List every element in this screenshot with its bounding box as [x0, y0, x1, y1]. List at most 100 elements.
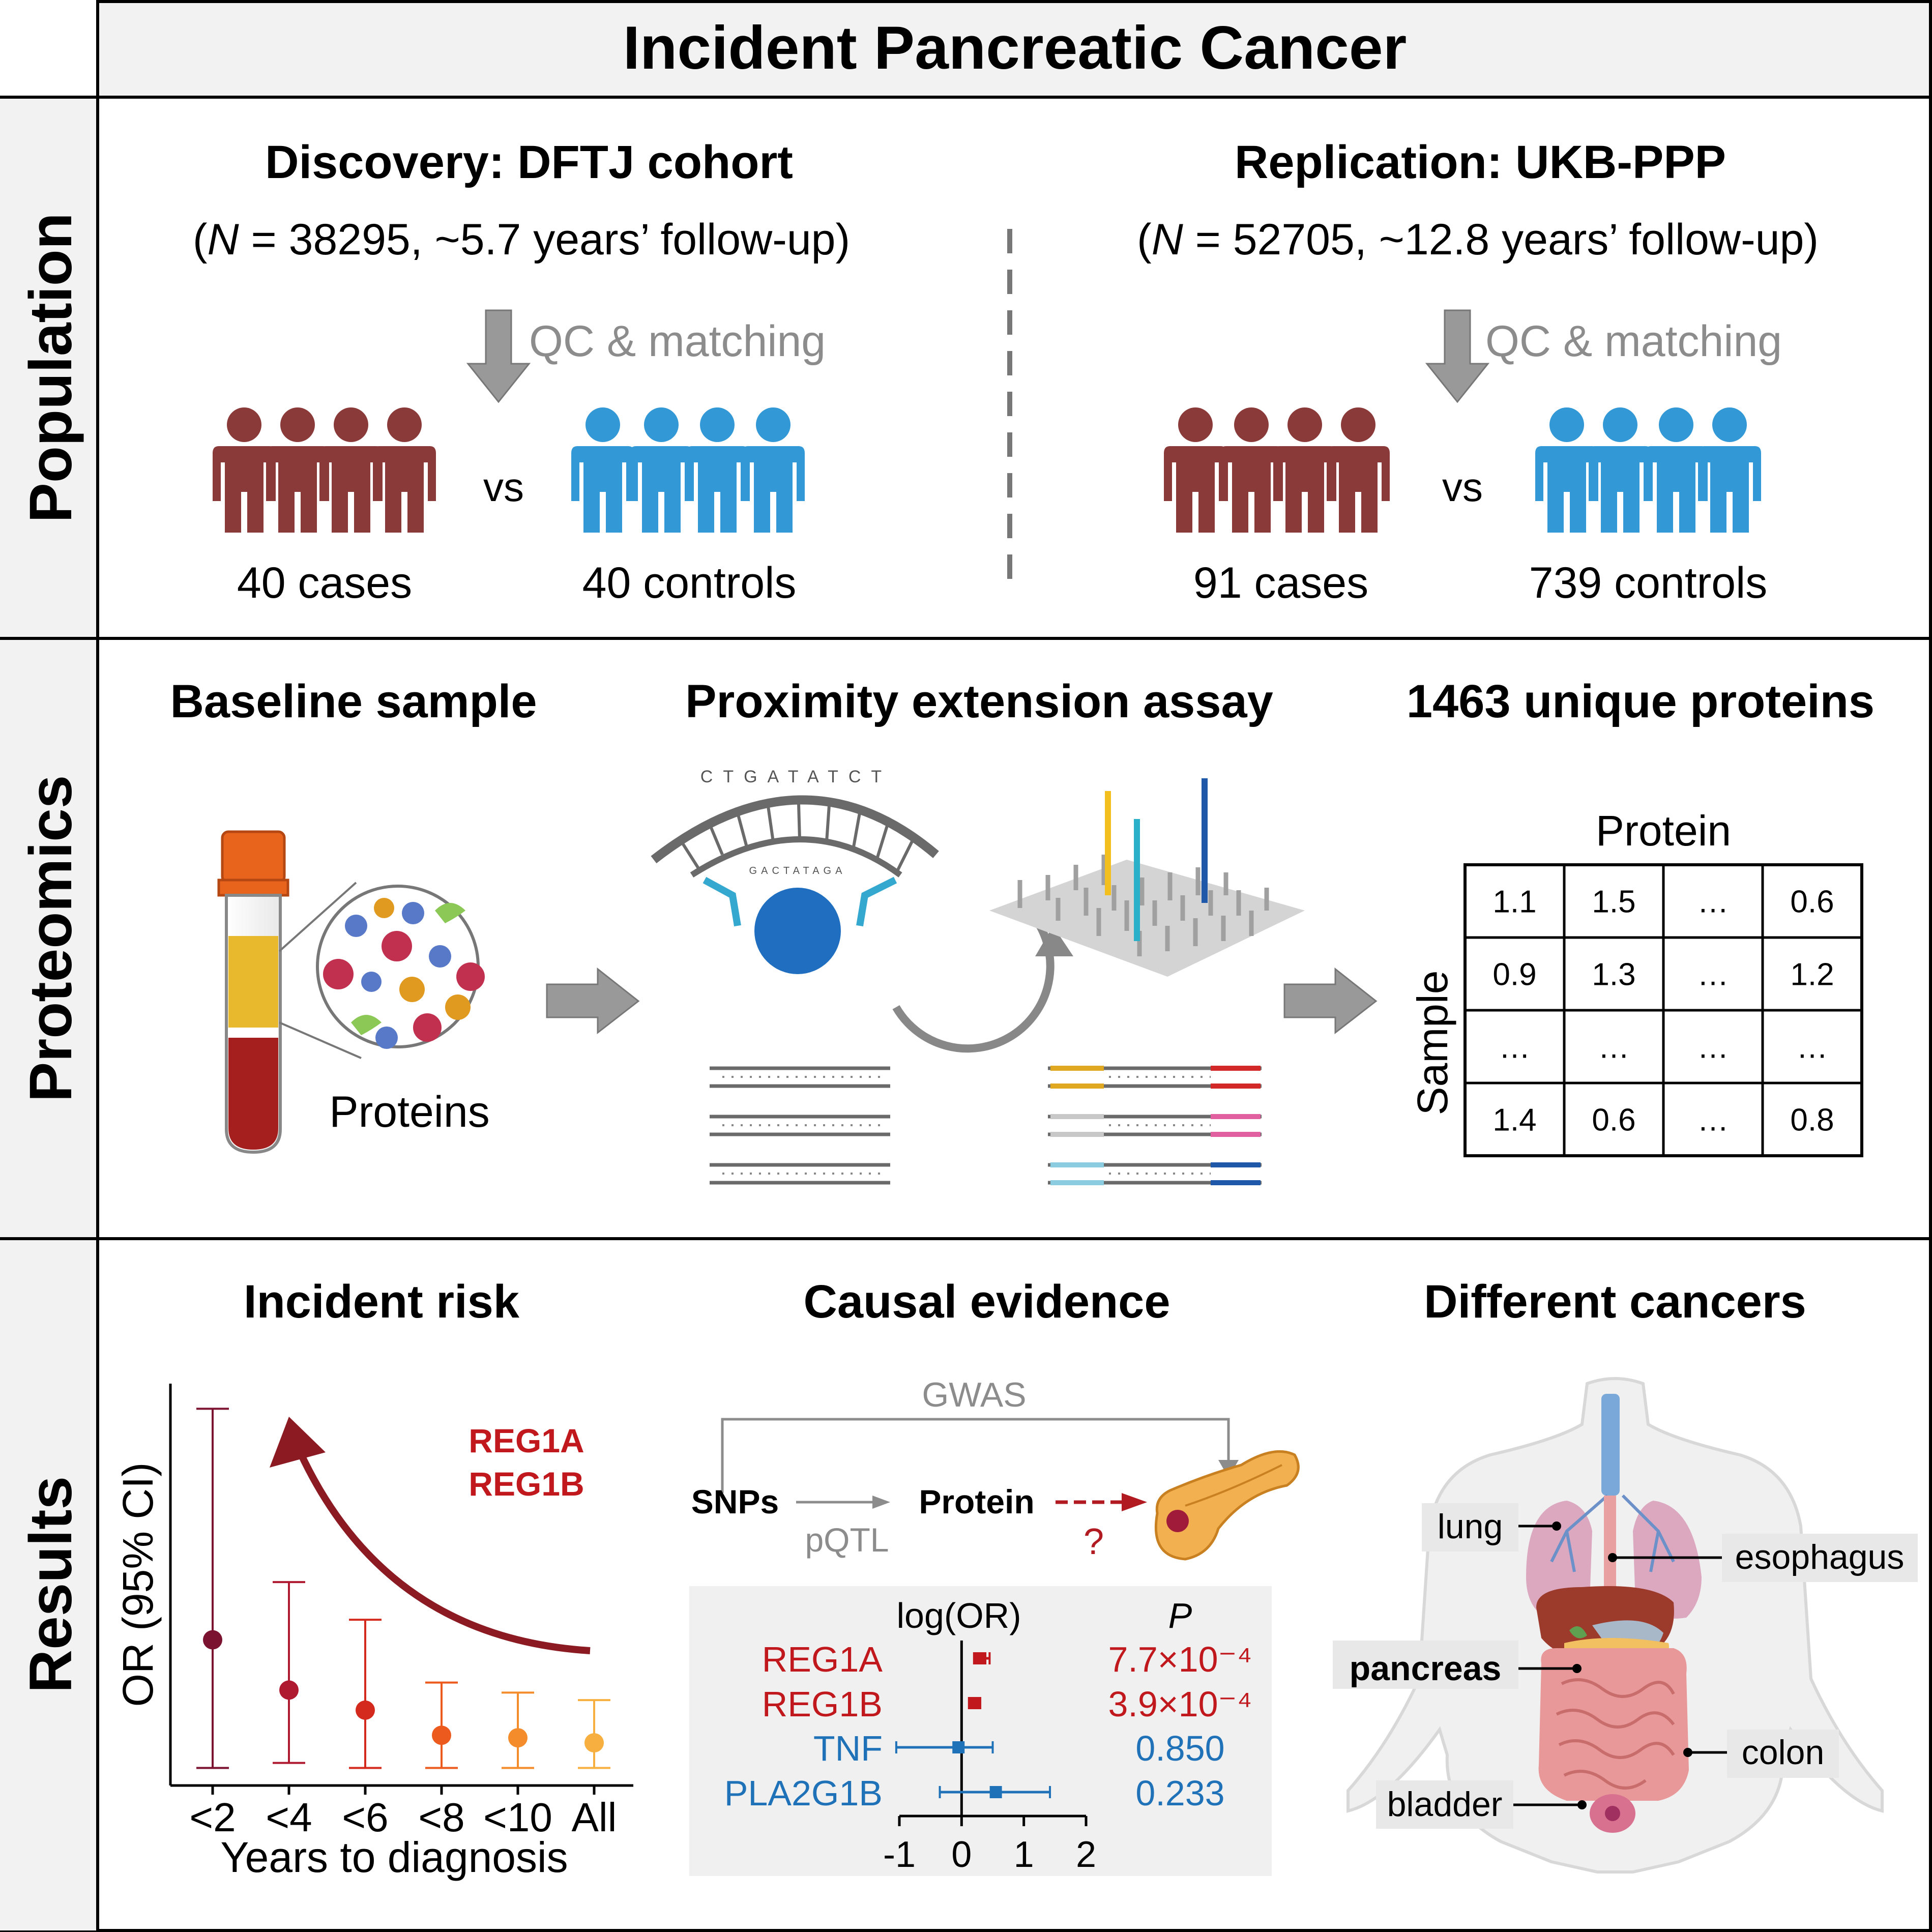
baseline-title: Baseline sample: [170, 676, 537, 727]
organ-label-box: [1376, 1780, 1513, 1829]
proteins-label: Proteins: [329, 1088, 490, 1136]
forest-plot: log(OR) P -1 0 1 2 REG1A 7.7×10⁻⁴ REG1B 3.9×10⁻…: [689, 1586, 1272, 1876]
forest-p-value: 0.850: [1135, 1729, 1224, 1768]
down-arrow-icon: [1425, 309, 1490, 403]
dna-sequence-bottom: GACTATAGA: [749, 865, 846, 876]
row-label-results: Results: [17, 1476, 84, 1693]
forest-x-tick-label: 1: [1014, 1834, 1034, 1875]
down-arrow-icon: [466, 309, 531, 403]
gwas-label: GWAS: [922, 1375, 1026, 1414]
forest-point-estimate: [989, 1786, 1002, 1798]
point-estimate: [508, 1728, 528, 1748]
snps-label: SNPs: [691, 1483, 779, 1520]
forest-point-estimate: [952, 1741, 965, 1753]
pea-illustration: CTGATATCT GACTATAGA: [651, 767, 1305, 1185]
forest-protein-label: TNF: [813, 1729, 883, 1768]
organ-label-colon: colon: [1742, 1733, 1825, 1772]
x-tick-label: <2: [189, 1795, 236, 1840]
matrix-cell: 1.4: [1492, 1103, 1536, 1138]
discovery-title: Discovery: DFTJ cohort: [265, 136, 793, 188]
arrow-icon: [872, 1496, 890, 1509]
x-tick-label: <10: [483, 1795, 552, 1840]
incident-risk-title: Incident risk: [244, 1276, 520, 1328]
pea-title: Proximity extension assay: [685, 676, 1273, 727]
matrix-cell: 1.1: [1492, 885, 1536, 920]
organ-leader-dot: [1608, 1553, 1617, 1562]
discovery-n: (N = 38295, ~5.7 years’ follow-up): [193, 215, 850, 264]
trend-annotation-reg1a: REG1A: [469, 1422, 584, 1459]
organ-label-lung: lung: [1438, 1507, 1503, 1546]
matrix-col-header: Protein: [1596, 807, 1731, 855]
replication-title: Replication: UKB-PPP: [1235, 136, 1726, 188]
organ-label-box: [1727, 1730, 1839, 1778]
matrix-cell: …: [1697, 1030, 1729, 1065]
blood-tube-icon: [217, 830, 485, 1154]
forest-p-value: 7.7×10⁻⁴: [1108, 1640, 1252, 1679]
discovery-panel: Discovery: DFTJ cohort (N = 38295, ~5.7 …: [193, 136, 850, 607]
right-arrow-icon: [1283, 967, 1378, 1035]
forest-background: [689, 1586, 1272, 1876]
matrix-cell: …: [1697, 1103, 1729, 1138]
causal-diagram: GWAS SNPs pQTL Protein ?: [691, 1375, 1300, 1562]
row-label-population: Population: [17, 213, 84, 523]
x-tick-label: <4: [266, 1795, 312, 1840]
forest-p-value: 3.9×10⁻⁴: [1108, 1684, 1252, 1724]
matrix-cell: …: [1697, 885, 1729, 920]
matrix-cell: 0.9: [1492, 957, 1536, 992]
discovery-cases-icon: [213, 407, 436, 533]
matrix-cell: 1.5: [1592, 885, 1635, 920]
forest-protein-label: PLA2G1B: [724, 1773, 883, 1813]
row-label-column: [0, 97, 96, 1930]
replication-vs: vs: [1442, 464, 1483, 510]
figure-title: Incident Pancreatic Cancer: [623, 14, 1407, 82]
protein-matrix: 1.1 1.5 … 0.6 0.9 1.3 … 1.2 … … … … 1.4 0.6 … 0.8: [1463, 863, 1863, 1157]
discovery-cases: 40 cases: [237, 559, 412, 607]
organ-label-box: [1422, 1503, 1518, 1552]
discovery-qc-label: QC & matching: [529, 317, 826, 366]
organ-leader-dot: [1572, 1664, 1582, 1673]
matrix-cell: 1.3: [1592, 957, 1635, 992]
forest-protein-label: REG1A: [762, 1640, 883, 1679]
organ-labels: lung esophagus pancreas colon bladder: [1333, 1503, 1918, 1829]
organ-leader-dot: [1552, 1521, 1561, 1531]
incident-risk-chart: OR (95% CI) Years to diagnosis <2 <4 <6 <8 <…: [114, 1384, 633, 1881]
matrix-cell: …: [1598, 1030, 1630, 1065]
pqtl-label: pQTL: [805, 1521, 889, 1559]
matrix-cell: 0.6: [1790, 885, 1834, 920]
replication-controls-icon: [1535, 407, 1761, 533]
x-tick-label: <6: [342, 1795, 388, 1840]
replication-n: (N = 52705, ~12.8 years’ follow-up): [1137, 215, 1819, 264]
matrix-cell: …: [1697, 957, 1729, 992]
trend-annotation-reg1b: REG1B: [469, 1465, 584, 1503]
x-axis-label: Years to diagnosis: [220, 1833, 568, 1881]
forest-point-estimate: [974, 1652, 987, 1664]
causal-evidence-title: Causal evidence: [803, 1276, 1170, 1328]
pancreas-icon: [1154, 1450, 1300, 1561]
matrix-cell: 0.8: [1790, 1103, 1834, 1138]
discovery-controls: 40 controls: [582, 559, 797, 607]
point-estimate: [432, 1725, 451, 1745]
replication-cases-icon: [1164, 407, 1390, 533]
point-estimate: [584, 1733, 604, 1753]
forest-protein-label: REG1B: [762, 1684, 883, 1724]
unique-proteins-title: 1463 unique proteins: [1407, 676, 1875, 727]
causal-question-mark: ?: [1084, 1521, 1104, 1562]
matrix-row-header: Sample: [1409, 971, 1456, 1116]
organ-label-pancreas: pancreas: [1350, 1649, 1502, 1688]
matrix-cell: …: [1499, 1030, 1531, 1065]
dna-sequence-top: CTGATATCT: [700, 767, 892, 786]
organ-leader-dot: [1577, 1800, 1587, 1809]
x-tick-label: <8: [418, 1795, 464, 1840]
x-tick-label: All: [572, 1795, 617, 1840]
discovery-vs: vs: [483, 464, 524, 510]
organ-label-box: [1333, 1641, 1518, 1689]
trend-curve: [297, 1451, 591, 1654]
forest-header-p: P: [1168, 1596, 1192, 1635]
protein-label: Protein: [919, 1483, 1034, 1520]
different-cancers-title: Different cancers: [1424, 1276, 1806, 1328]
replication-qc-label: QC & matching: [1485, 317, 1782, 366]
y-axis-label: OR (95% CI): [114, 1462, 162, 1707]
forest-x-tick-label: 0: [951, 1834, 972, 1875]
